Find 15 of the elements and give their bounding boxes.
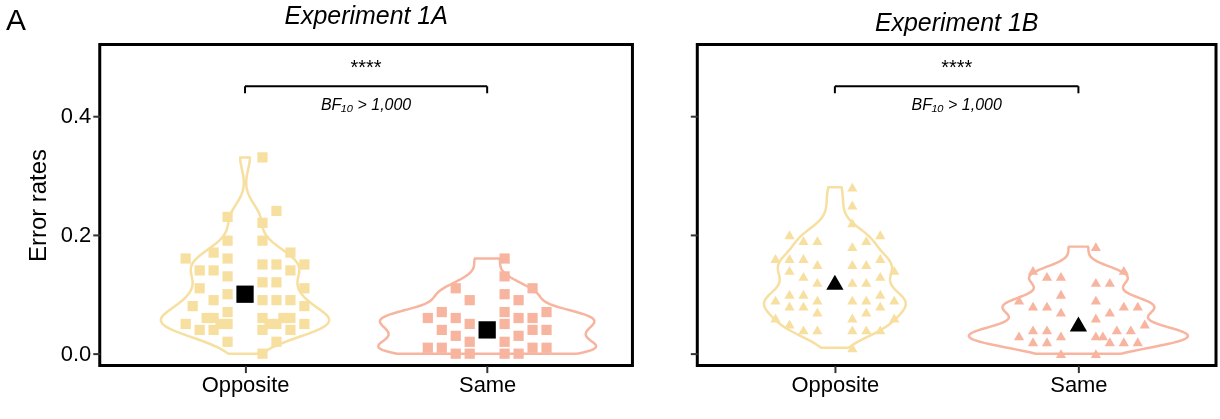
annotation: BF₁₀ > 1,000 (911, 96, 1002, 114)
x-tick-label: Same (1050, 372, 1108, 398)
y-axis-title: Error rates (23, 148, 51, 263)
x-tick-label: Same (459, 372, 517, 398)
chart-title: Experiment 1B (874, 8, 1039, 37)
x-tick-label: Opposite (201, 372, 290, 398)
annotation: BF₁₀ > 1,000 (320, 96, 412, 114)
text: A (5, 3, 26, 37)
y-tick-label: 0.2 (60, 222, 92, 248)
y-tick-label: 0.4 (60, 103, 92, 129)
annotation: **** (941, 56, 973, 79)
annotation: **** (350, 56, 382, 79)
y-tick-label: 0.0 (60, 341, 92, 367)
chart-title: Experiment 1A (284, 1, 448, 30)
x-tick-label: Opposite (791, 372, 880, 398)
